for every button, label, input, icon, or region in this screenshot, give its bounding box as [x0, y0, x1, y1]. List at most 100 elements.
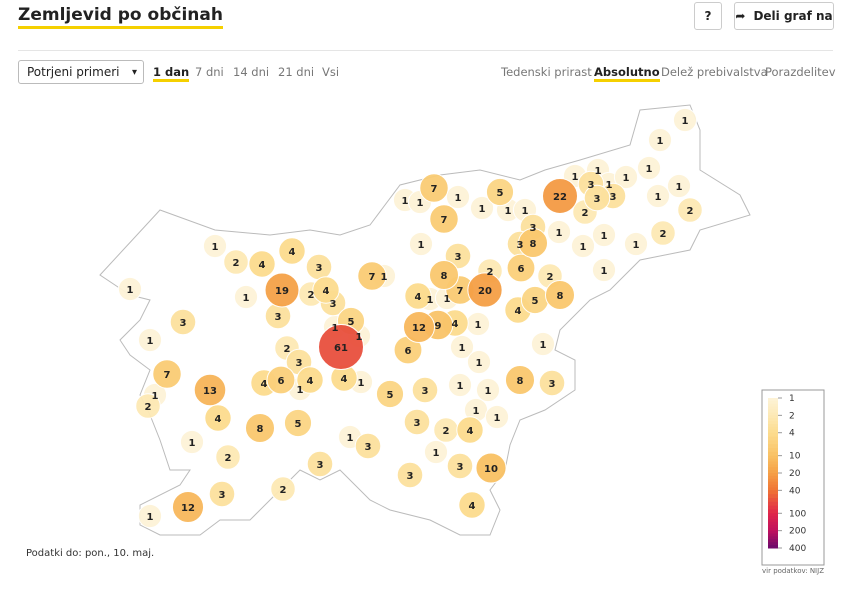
municipality-label: 3	[457, 462, 464, 473]
municipality	[337, 424, 363, 450]
municipality	[636, 155, 662, 181]
municipality	[645, 183, 671, 209]
help-button[interactable]: ?	[694, 2, 722, 30]
municipality-label: 8	[557, 291, 564, 302]
municipality-label: 1	[147, 512, 154, 523]
municipality	[408, 231, 434, 257]
view-tab[interactable]: Porazdelitev	[765, 65, 836, 79]
legend-swatch	[768, 415, 778, 419]
municipality	[428, 259, 460, 291]
legend-swatch	[768, 458, 778, 462]
period-tab[interactable]: 14 dni	[233, 65, 270, 79]
legend-swatch	[768, 467, 778, 471]
municipality	[485, 177, 515, 207]
municipality-label: 22	[553, 192, 567, 203]
municipality	[296, 366, 324, 394]
municipality-label: 2	[660, 229, 667, 240]
municipality-label: 1	[476, 358, 483, 369]
municipality-label: 1	[606, 180, 613, 191]
municipality-label: 3	[588, 180, 595, 191]
municipality-label: 2	[487, 267, 494, 278]
municipality-label: 1	[356, 332, 363, 343]
municipality-label: 3	[365, 442, 372, 453]
legend-swatch	[768, 484, 778, 488]
municipality-label: 7	[431, 184, 438, 195]
legend-swatch	[768, 424, 778, 428]
metric-select[interactable]: Potrjeni primeri ▾	[18, 60, 144, 84]
period-tab[interactable]: Vsi	[322, 65, 340, 79]
municipality	[318, 324, 364, 370]
legend-swatch	[768, 519, 778, 523]
municipality-label: 7	[369, 272, 376, 283]
municipality-label: 13	[203, 386, 217, 397]
period-tab[interactable]: 21 dni	[278, 65, 315, 79]
divider	[18, 50, 833, 51]
municipality	[208, 480, 236, 508]
municipality-label: 1	[152, 391, 159, 402]
municipality-label: 3	[517, 240, 524, 251]
municipality	[583, 184, 611, 212]
municipality-label: 1	[433, 448, 440, 459]
municipality	[506, 253, 536, 283]
municipality	[512, 197, 538, 223]
municipality-label: 1	[655, 192, 662, 203]
share-icon: ➦	[735, 9, 746, 23]
municipality-label: 1	[243, 293, 250, 304]
municipality-label: 1	[479, 204, 486, 215]
view-tab[interactable]: Delež prebivalstva	[661, 65, 768, 79]
legend-swatch	[768, 461, 778, 465]
legend-swatch	[768, 494, 778, 499]
municipality-label: 4	[259, 260, 266, 271]
municipality-label: 4	[289, 247, 296, 258]
municipality	[666, 173, 692, 199]
view-tab[interactable]: Tedenski prirast	[501, 65, 592, 79]
view-tab[interactable]: Absolutno	[594, 65, 660, 82]
municipality-label: 1	[572, 172, 579, 183]
municipality	[322, 314, 348, 340]
municipality	[623, 231, 649, 257]
period-tab[interactable]: 1 dan	[153, 65, 190, 82]
municipality	[446, 452, 474, 480]
municipality	[403, 408, 431, 436]
legend-label: 20	[789, 469, 801, 479]
municipality	[613, 164, 639, 190]
municipality-label: 1	[595, 166, 602, 177]
municipality	[264, 272, 300, 308]
municipality-label: 20	[478, 286, 492, 297]
municipality	[371, 263, 397, 289]
municipality-label: 7	[164, 370, 171, 381]
legend-swatch	[768, 470, 778, 474]
legend-swatch	[768, 536, 778, 540]
municipality	[517, 227, 549, 259]
share-button[interactable]: ➦ Deli graf na	[734, 2, 834, 30]
legend-swatch	[768, 478, 778, 483]
municipality	[577, 170, 605, 198]
municipality	[305, 253, 333, 281]
municipality-label: 1	[601, 231, 608, 242]
municipality	[572, 199, 598, 225]
municipality	[319, 289, 347, 317]
legend-swatch	[768, 455, 778, 460]
legend-label: 4	[789, 429, 795, 439]
municipality-label: 1	[402, 196, 409, 207]
municipality-label: 8	[441, 271, 448, 282]
municipality	[495, 197, 521, 223]
municipality-label: 6	[405, 346, 412, 357]
municipality-label: 8	[517, 376, 524, 387]
municipality	[417, 286, 443, 312]
municipality-label: 4	[452, 319, 459, 330]
legend-swatch	[768, 429, 778, 434]
municipality-label: 7	[457, 286, 464, 297]
period-tab[interactable]: 7 dni	[195, 65, 224, 79]
municipality-label: 2	[582, 208, 589, 219]
municipality-label: 3	[530, 223, 537, 234]
municipality	[647, 127, 673, 153]
municipality-label: 3	[549, 379, 556, 390]
municipality	[346, 323, 372, 349]
municipality	[354, 432, 382, 460]
municipality	[193, 373, 227, 407]
legend-swatch	[768, 498, 778, 503]
municipality-label: 10	[484, 464, 498, 475]
legend-swatch	[768, 481, 778, 486]
